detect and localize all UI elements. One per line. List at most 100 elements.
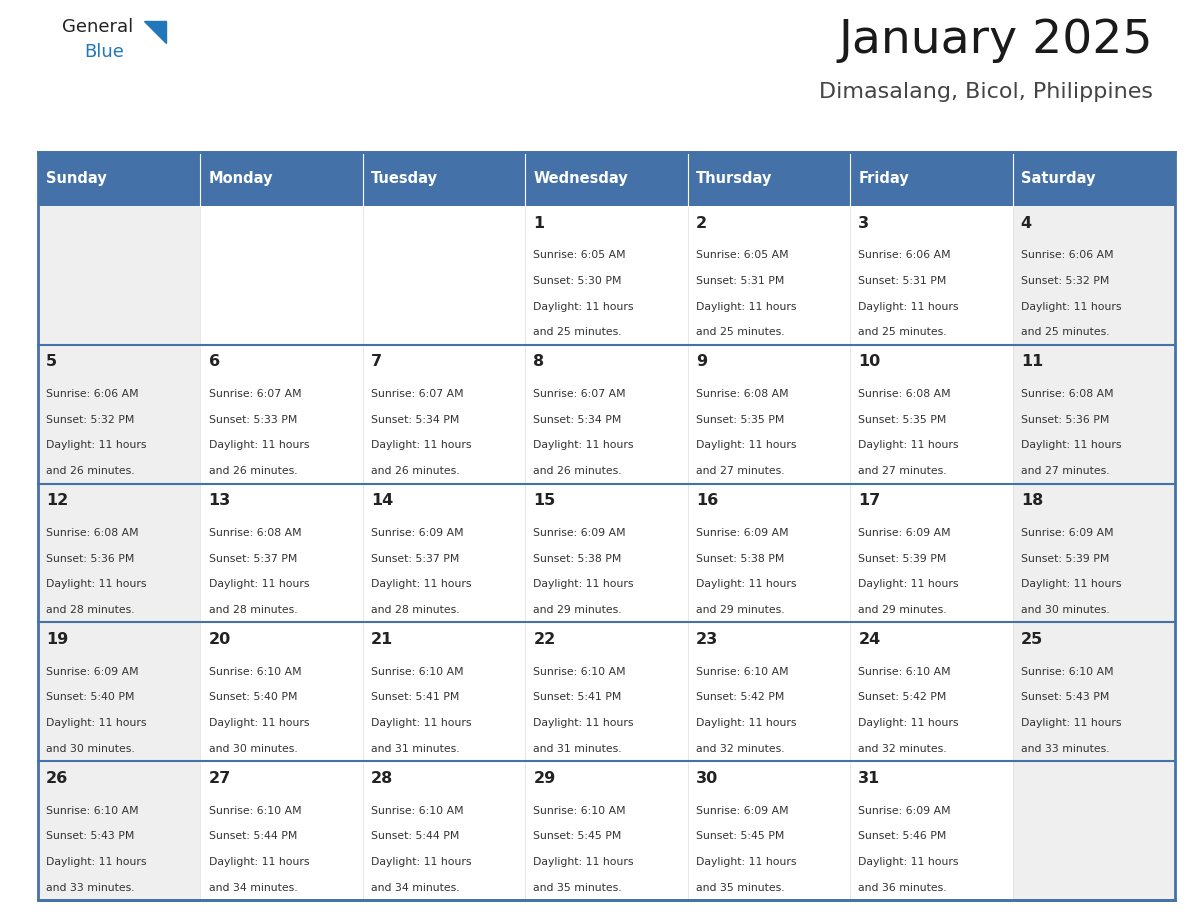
Text: Sunset: 5:33 PM: Sunset: 5:33 PM <box>209 415 297 425</box>
Bar <box>1012 622 1175 761</box>
Text: Sunrise: 6:10 AM: Sunrise: 6:10 AM <box>371 666 463 677</box>
Text: Blue: Blue <box>84 43 124 61</box>
Text: Sunday: Sunday <box>46 172 107 186</box>
Text: 30: 30 <box>696 771 718 786</box>
Bar <box>38 344 201 484</box>
Bar <box>525 344 688 484</box>
Text: and 32 minutes.: and 32 minutes. <box>696 744 784 754</box>
Bar <box>851 484 1012 622</box>
Text: Daylight: 11 hours: Daylight: 11 hours <box>209 579 309 589</box>
Text: Sunset: 5:38 PM: Sunset: 5:38 PM <box>696 554 784 564</box>
Bar <box>851 206 1012 344</box>
Text: Sunset: 5:41 PM: Sunset: 5:41 PM <box>371 692 460 702</box>
Text: Sunset: 5:36 PM: Sunset: 5:36 PM <box>46 554 134 564</box>
Text: Sunset: 5:37 PM: Sunset: 5:37 PM <box>371 554 460 564</box>
Text: Sunset: 5:34 PM: Sunset: 5:34 PM <box>371 415 460 425</box>
Text: and 25 minutes.: and 25 minutes. <box>858 328 947 337</box>
Text: Daylight: 11 hours: Daylight: 11 hours <box>46 857 146 867</box>
Text: Sunrise: 6:10 AM: Sunrise: 6:10 AM <box>858 666 950 677</box>
Text: Sunset: 5:40 PM: Sunset: 5:40 PM <box>46 692 134 702</box>
Text: and 27 minutes.: and 27 minutes. <box>858 466 947 476</box>
Text: Sunset: 5:44 PM: Sunset: 5:44 PM <box>209 832 297 841</box>
Text: Daylight: 11 hours: Daylight: 11 hours <box>533 718 634 728</box>
Text: Sunrise: 6:10 AM: Sunrise: 6:10 AM <box>533 666 626 677</box>
Text: Sunset: 5:38 PM: Sunset: 5:38 PM <box>533 554 621 564</box>
Text: Sunrise: 6:08 AM: Sunrise: 6:08 AM <box>1020 389 1113 399</box>
Text: Sunrise: 6:10 AM: Sunrise: 6:10 AM <box>209 666 302 677</box>
Text: 8: 8 <box>533 354 544 369</box>
Text: Sunset: 5:43 PM: Sunset: 5:43 PM <box>1020 692 1110 702</box>
Bar <box>688 761 851 900</box>
Bar <box>1012 484 1175 622</box>
Text: Sunset: 5:32 PM: Sunset: 5:32 PM <box>46 415 134 425</box>
Text: Sunset: 5:41 PM: Sunset: 5:41 PM <box>533 692 621 702</box>
Text: Sunrise: 6:10 AM: Sunrise: 6:10 AM <box>696 666 789 677</box>
Text: 10: 10 <box>858 354 880 369</box>
Text: and 32 minutes.: and 32 minutes. <box>858 744 947 754</box>
Bar <box>362 761 525 900</box>
Text: Sunset: 5:42 PM: Sunset: 5:42 PM <box>858 692 947 702</box>
Text: Sunset: 5:34 PM: Sunset: 5:34 PM <box>533 415 621 425</box>
Text: Daylight: 11 hours: Daylight: 11 hours <box>1020 579 1121 589</box>
Text: Sunrise: 6:06 AM: Sunrise: 6:06 AM <box>46 389 139 399</box>
Text: Sunrise: 6:09 AM: Sunrise: 6:09 AM <box>696 806 789 815</box>
Text: 16: 16 <box>696 493 718 509</box>
Text: Daylight: 11 hours: Daylight: 11 hours <box>533 857 634 867</box>
Text: Sunrise: 6:09 AM: Sunrise: 6:09 AM <box>371 528 463 538</box>
Text: 17: 17 <box>858 493 880 509</box>
Text: 22: 22 <box>533 633 556 647</box>
Bar <box>851 344 1012 484</box>
Bar <box>688 344 851 484</box>
Bar <box>201 622 362 761</box>
Text: Monday: Monday <box>209 172 273 186</box>
Text: 4: 4 <box>1020 216 1032 230</box>
Text: Daylight: 11 hours: Daylight: 11 hours <box>371 857 472 867</box>
Text: Sunrise: 6:08 AM: Sunrise: 6:08 AM <box>46 528 139 538</box>
Bar <box>201 206 362 344</box>
Bar <box>38 152 201 206</box>
Text: Sunrise: 6:05 AM: Sunrise: 6:05 AM <box>696 251 789 261</box>
Text: Sunrise: 6:09 AM: Sunrise: 6:09 AM <box>46 666 139 677</box>
Text: 14: 14 <box>371 493 393 509</box>
Text: Daylight: 11 hours: Daylight: 11 hours <box>371 718 472 728</box>
Text: 27: 27 <box>209 771 230 786</box>
Text: and 30 minutes.: and 30 minutes. <box>46 744 135 754</box>
Text: Daylight: 11 hours: Daylight: 11 hours <box>533 302 634 311</box>
Text: 31: 31 <box>858 771 880 786</box>
Text: 3: 3 <box>858 216 870 230</box>
Text: Daylight: 11 hours: Daylight: 11 hours <box>1020 718 1121 728</box>
Bar <box>851 152 1012 206</box>
Text: Daylight: 11 hours: Daylight: 11 hours <box>46 441 146 451</box>
Bar <box>525 206 688 344</box>
Text: and 26 minutes.: and 26 minutes. <box>209 466 297 476</box>
Text: 29: 29 <box>533 771 556 786</box>
Text: and 31 minutes.: and 31 minutes. <box>371 744 460 754</box>
Text: Sunrise: 6:10 AM: Sunrise: 6:10 AM <box>209 806 302 815</box>
Bar <box>851 622 1012 761</box>
Text: Sunrise: 6:09 AM: Sunrise: 6:09 AM <box>533 528 626 538</box>
Text: Daylight: 11 hours: Daylight: 11 hours <box>858 857 959 867</box>
Text: Daylight: 11 hours: Daylight: 11 hours <box>46 718 146 728</box>
Text: 23: 23 <box>696 633 718 647</box>
Bar <box>362 484 525 622</box>
Text: and 26 minutes.: and 26 minutes. <box>371 466 460 476</box>
Bar <box>688 152 851 206</box>
Text: and 30 minutes.: and 30 minutes. <box>209 744 297 754</box>
Text: and 29 minutes.: and 29 minutes. <box>696 605 784 615</box>
Text: and 27 minutes.: and 27 minutes. <box>1020 466 1110 476</box>
Text: Sunset: 5:31 PM: Sunset: 5:31 PM <box>696 276 784 286</box>
Text: and 29 minutes.: and 29 minutes. <box>533 605 623 615</box>
Text: 20: 20 <box>209 633 230 647</box>
Text: Sunset: 5:39 PM: Sunset: 5:39 PM <box>1020 554 1110 564</box>
Bar <box>1012 344 1175 484</box>
Text: Sunset: 5:43 PM: Sunset: 5:43 PM <box>46 832 134 841</box>
Bar <box>38 152 1175 900</box>
Text: Sunrise: 6:07 AM: Sunrise: 6:07 AM <box>533 389 626 399</box>
Text: Thursday: Thursday <box>696 172 772 186</box>
Bar <box>688 484 851 622</box>
Text: Dimasalang, Bicol, Philippines: Dimasalang, Bicol, Philippines <box>819 82 1154 102</box>
Text: Daylight: 11 hours: Daylight: 11 hours <box>858 302 959 311</box>
Text: 15: 15 <box>533 493 556 509</box>
Text: 11: 11 <box>1020 354 1043 369</box>
Text: and 28 minutes.: and 28 minutes. <box>46 605 134 615</box>
